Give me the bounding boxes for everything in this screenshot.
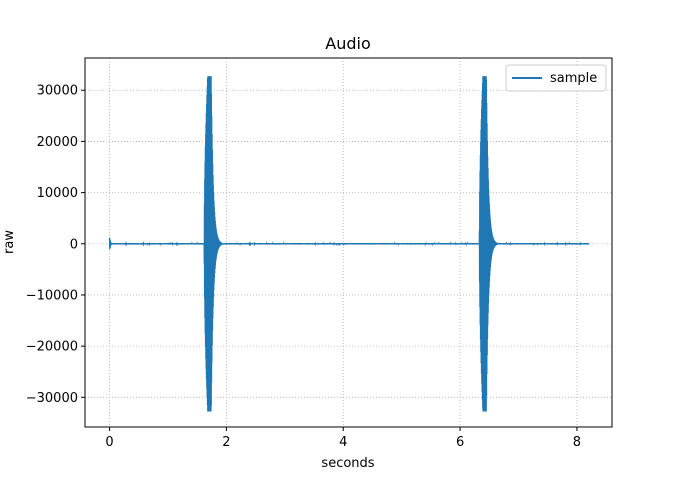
y-tick-label: 20000	[37, 135, 78, 150]
y-axis: −30000 −20000 −10000 0 10000 20000 30000	[26, 84, 85, 406]
x-tick-label: 0	[105, 435, 113, 450]
plot-frame	[84, 57, 613, 428]
legend-box	[505, 64, 607, 92]
y-tick-label: 10000	[37, 186, 78, 201]
y-tick-label: 0	[70, 237, 78, 252]
x-tick-label: 4	[339, 435, 347, 450]
x-tick-label: 8	[573, 435, 581, 450]
x-tick-label: 2	[222, 435, 230, 450]
x-axis: 0 2 4 6 8	[105, 427, 581, 450]
y-tick-label: 30000	[37, 84, 78, 99]
y-tick-label: −30000	[26, 391, 78, 406]
y-tick-label: −10000	[26, 288, 78, 303]
legend: sample	[505, 64, 607, 92]
legend-label-sample: sample	[550, 71, 597, 86]
chart-title: Audio	[325, 34, 370, 53]
y-axis-label: raw	[2, 230, 17, 254]
gridlines	[85, 58, 612, 427]
series-layer	[108, 76, 590, 412]
y-tick-label: −20000	[26, 340, 78, 355]
x-tick-label: 6	[456, 435, 464, 450]
x-axis-label: seconds	[321, 456, 374, 471]
